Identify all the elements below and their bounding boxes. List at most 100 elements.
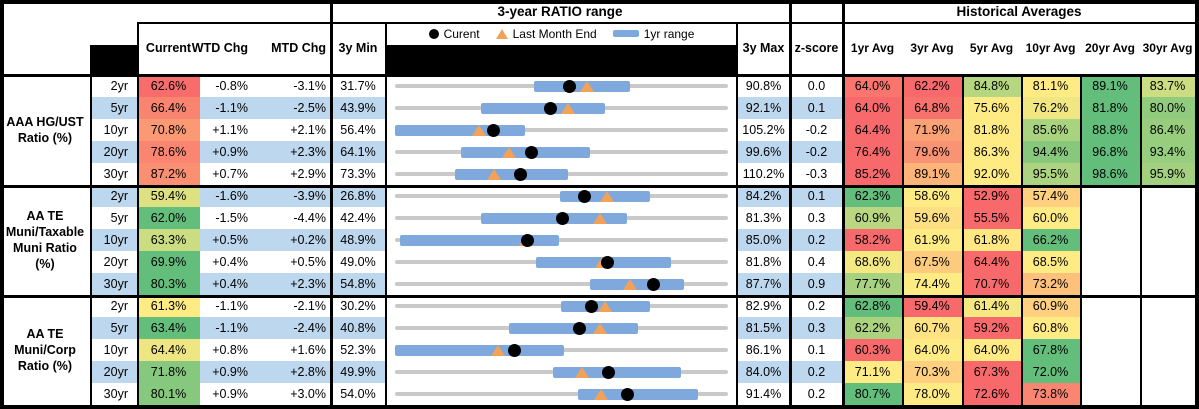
last-month-marker	[579, 80, 594, 92]
range-line-3y	[395, 238, 728, 242]
y3-max-cell: 87.7%	[737, 273, 790, 295]
avg-cell-30yr	[1140, 273, 1195, 295]
avg-cell-3yr: 61.9%	[902, 229, 962, 251]
z-score-cell: 0.4	[790, 251, 843, 273]
current-marker	[524, 145, 538, 159]
y3-max-cell: 90.8%	[737, 75, 790, 97]
avg-cell-10yr: 85.6%	[1021, 119, 1080, 141]
z-score-cell: 0.2	[790, 229, 843, 251]
avg-cell-1yr: 80.7%	[843, 383, 902, 405]
current-marker	[602, 365, 616, 379]
avg-cell-5yr: 52.9%	[962, 185, 1021, 207]
y3-min-cell: 49.9%	[330, 361, 386, 383]
grid-line	[0, 0, 1199, 4]
last-month-marker	[574, 366, 589, 378]
avg-cell-5yr: 59.2%	[962, 317, 1021, 339]
last-month-marker	[622, 278, 637, 290]
current-marker	[620, 387, 634, 401]
z-score-cell: -0.2	[790, 119, 843, 141]
grid-line	[137, 22, 139, 405]
legend-range-label: 1yr range	[643, 26, 695, 41]
last-month-marker	[491, 344, 506, 356]
col-header-mtd-chg: MTD Chg	[271, 41, 326, 55]
y3-max-cell: 85.0%	[737, 229, 790, 251]
avg-cell-20yr: 88.8%	[1080, 119, 1140, 141]
avg-cell-1yr: 58.2%	[843, 229, 902, 251]
legend-last-month-end: Last Month End	[495, 27, 597, 41]
current-cell: 62.6%	[137, 75, 200, 97]
grid-line	[330, 0, 333, 405]
current-marker	[573, 321, 587, 335]
z-score-cell: 0.0	[790, 75, 843, 97]
y3-min-cell: 42.4%	[330, 207, 386, 229]
avg-cell-10yr: 67.8%	[1021, 339, 1080, 361]
current-marker	[600, 255, 614, 269]
y3-max-cell: 81.5%	[737, 317, 790, 339]
wtd-chg-cell: -1.1%	[200, 97, 252, 119]
y3-min-cell: 26.8%	[330, 185, 386, 207]
col-header-wtd-chg: WTD Chg	[191, 41, 248, 55]
range-chart-cell	[386, 251, 737, 273]
avg-cell-30yr: 80.0%	[1140, 97, 1195, 119]
y3-min-cell: 49.0%	[330, 251, 386, 273]
last-month-marker	[502, 146, 517, 158]
avg-cell-3yr: 62.2%	[902, 75, 962, 97]
avg-cell-30yr	[1140, 185, 1195, 207]
avg-cell-3yr: 70.3%	[902, 361, 962, 383]
range-chart-cell	[386, 141, 737, 163]
avg-cell-10yr: 60.8%	[1021, 317, 1080, 339]
avg-cell-10yr: 94.4%	[1021, 141, 1080, 163]
tenor-cell: 30yr	[90, 273, 137, 295]
current-marker	[543, 101, 557, 115]
z-score-cell: 0.2	[790, 361, 843, 383]
range-chart-cell	[386, 119, 737, 141]
range-line-3y	[395, 128, 728, 132]
avg-cell-5yr: 92.0%	[962, 163, 1021, 185]
mtd-chg-cell: +2.3%	[252, 141, 330, 163]
avg-cell-1yr: 60.3%	[843, 339, 902, 361]
current-marker	[486, 123, 500, 137]
avg-cell-3yr: 58.6%	[902, 185, 962, 207]
last-month-triangle-icon	[495, 28, 508, 39]
range-chart-cell	[386, 163, 737, 185]
avg-cell-10yr: 68.5%	[1021, 251, 1080, 273]
avg-cell-20yr: 89.1%	[1080, 75, 1140, 97]
col-header-30yr-avg: 30yr Avg	[1142, 41, 1193, 55]
avg-cell-1yr: 64.0%	[843, 97, 902, 119]
wtd-chg-cell: +0.9%	[200, 361, 252, 383]
grid-line	[736, 22, 738, 405]
range-bar-1yr	[395, 124, 526, 136]
range-bar-icon	[612, 30, 639, 37]
range-chart-cell	[386, 75, 737, 97]
mtd-chg-cell: +2.8%	[252, 361, 330, 383]
z-score-cell: 0.2	[790, 383, 843, 405]
y3-max-cell: 99.6%	[737, 141, 790, 163]
avg-cell-30yr	[1140, 361, 1195, 383]
y3-min-cell: 54.0%	[330, 383, 386, 405]
avg-cell-30yr	[1140, 295, 1195, 317]
y3-min-cell: 43.9%	[330, 97, 386, 119]
last-month-marker	[599, 190, 614, 202]
legend-current: Curent	[428, 27, 480, 41]
col-header-10yr-avg: 10yr Avg	[1025, 41, 1076, 55]
col-header-z-score: z-score	[794, 41, 839, 55]
z-score-cell: 0.1	[790, 185, 843, 207]
avg-cell-30yr: 86.4%	[1140, 119, 1195, 141]
range-chart-cell	[386, 229, 737, 251]
avg-cell-20yr	[1080, 383, 1140, 405]
avg-cell-3yr: 71.9%	[902, 119, 962, 141]
mtd-chg-cell: -4.4%	[252, 207, 330, 229]
mtd-chg-cell: -2.4%	[252, 317, 330, 339]
range-chart-cell	[386, 295, 737, 317]
avg-cell-1yr: 64.0%	[843, 75, 902, 97]
wtd-chg-cell: +0.7%	[200, 163, 252, 185]
avg-cell-5yr: 70.7%	[962, 273, 1021, 295]
y3-min-cell: 56.4%	[330, 119, 386, 141]
avg-cell-30yr	[1140, 229, 1195, 251]
avg-cell-5yr: 61.8%	[962, 229, 1021, 251]
avg-cell-10yr: 73.2%	[1021, 273, 1080, 295]
avg-cell-10yr: 81.1%	[1021, 75, 1080, 97]
z-score-cell: 0.3	[790, 207, 843, 229]
mtd-chg-cell: +0.5%	[252, 251, 330, 273]
